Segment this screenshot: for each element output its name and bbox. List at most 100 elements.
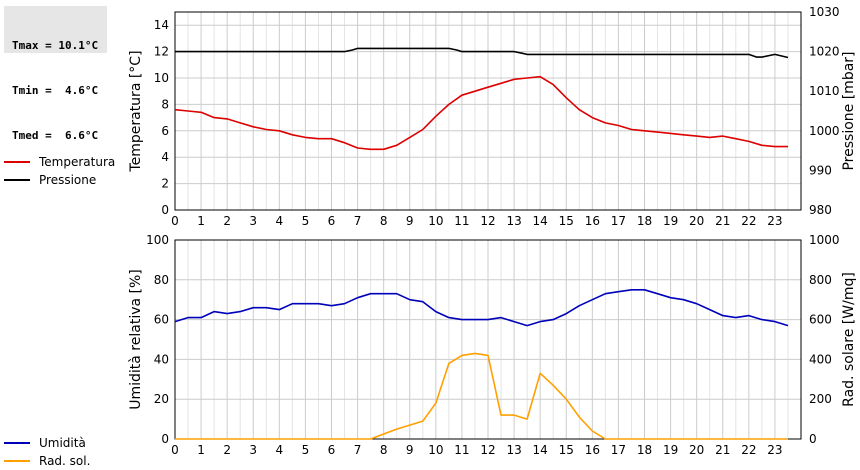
x-tick-label: 5 [302,443,310,457]
y2-tick-label: 1020 [809,45,840,59]
x-tick-label: 14 [533,443,548,457]
y2-axis-title: Pressione [mbar] [841,51,857,170]
stat-tmin: Tmin = 4.6°C [12,84,99,97]
legend-swatch [4,442,30,444]
x-tick-label: 17 [611,214,626,228]
x-tick-label: 15 [559,443,574,457]
x-tick-label: 3 [249,214,257,228]
x-tick-label: 5 [302,214,310,228]
x-tick-label: 9 [406,214,414,228]
x-tick-label: 18 [637,214,652,228]
x-tick-label: 22 [741,214,756,228]
y-tick-label: 60 [154,313,169,327]
legend-top: Temperatura Pressione [4,153,115,189]
y2-tick-label: 990 [809,163,832,177]
stat-value: 4.6°C [58,84,99,97]
legend-swatch [4,460,30,462]
stat-tmax: Tmax = 10.1°C [12,39,99,52]
stat-value: 10.1°C [58,39,99,52]
legend-item-umidita: Umidità [4,434,90,452]
y2-tick-label: 980 [809,203,832,217]
weather-charts: 0 1 2 3 4 5 6 7 8 9 10 11 12 13 14 15 16 17 18 19 20 21 22 2302… [128,5,857,457]
stat-value: 6.6°C [58,129,99,142]
legend-swatch [4,161,30,163]
x-tick-label: 8 [380,443,388,457]
y-axis-title: Temperatura [°C] [128,50,144,172]
stats-box: Tmax = 10.1°C Tmin = 4.6°C Tmed = 6.6°C [4,6,107,142]
y2-tick-label: 1030 [809,5,840,19]
legend-swatch [4,179,30,181]
y-tick-label: 80 [154,273,169,287]
legend-label: Temperatura [39,155,116,169]
x-tick-label: 1 [197,214,205,228]
stat-label: Tmed [12,129,39,142]
x-tick-label: 21 [715,443,730,457]
x-tick-label: 7 [354,443,362,457]
x-tick-label: 16 [585,214,600,228]
x-tick-label: 1 [197,443,205,457]
y2-axis-title: Rad. solare [W/mq] [841,272,857,407]
y-tick-label: 8 [161,97,169,111]
legend-label: Pressione [39,173,97,187]
x-tick-label: 0 [171,443,179,457]
x-tick-label: 2 [223,443,231,457]
legend-item-pressione: Pressione [4,171,115,189]
x-tick-label: 18 [637,443,652,457]
x-tick-label: 2 [223,214,231,228]
y-tick-label: 6 [161,124,169,138]
x-tick-label: 13 [506,443,521,457]
x-tick-label: 23 [767,214,782,228]
x-tick-label: 13 [506,214,521,228]
y-tick-label: 0 [161,203,169,217]
x-tick-label: 3 [249,443,257,457]
chart-panel-top: 0 1 2 3 4 5 6 7 8 9 10 11 12 13 14 15 16 17 18 19 20 21 22 2302… [128,5,857,228]
y2-tick-label: 0 [809,432,817,446]
y-tick-label: 12 [154,45,169,59]
y-axis-title: Umidità relativa [%] [128,269,144,410]
x-tick-label: 15 [559,214,574,228]
legend-item-temperatura: Temperatura [4,153,115,171]
x-tick-label: 8 [380,214,388,228]
y2-tick-label: 800 [809,273,832,287]
x-tick-label: 20 [689,443,704,457]
legend-label: Umidità [39,436,86,450]
y2-tick-label: 1000 [809,124,840,138]
y-tick-label: 100 [146,233,169,247]
x-tick-label: 11 [454,214,469,228]
x-tick-label: 4 [276,443,284,457]
y2-tick-label: 1010 [809,84,840,98]
x-tick-label: 23 [767,443,782,457]
x-tick-label: 9 [406,443,414,457]
x-tick-label: 10 [428,214,443,228]
y-tick-label: 10 [154,71,169,85]
y-tick-label: 0 [161,432,169,446]
y-tick-label: 40 [154,352,169,366]
x-tick-label: 19 [663,214,678,228]
y-tick-label: 20 [154,392,169,406]
series-line-temperatura [174,75,788,151]
stat-label: Tmin [12,84,39,97]
stat-label: Tmax [12,39,39,52]
series-line-pressione [175,47,789,59]
y-tick-label: 4 [161,150,169,164]
x-tick-label: 22 [741,443,756,457]
x-tick-label: 19 [663,443,678,457]
x-tick-label: 16 [585,443,600,457]
chart-panel-bottom: 0 1 2 3 4 5 6 7 8 9 10 11 12 13 14 15 16 17 18 19 20 21 22 2302… [128,233,857,457]
y-tick-label: 2 [161,177,169,191]
y2-tick-label: 400 [809,352,832,366]
x-tick-label: 21 [715,214,730,228]
x-tick-label: 7 [354,214,362,228]
y-tick-label: 14 [154,18,169,32]
x-tick-label: 20 [689,214,704,228]
x-tick-label: 12 [480,443,495,457]
x-tick-label: 6 [328,214,336,228]
x-tick-label: 6 [328,443,336,457]
x-tick-label: 14 [533,214,548,228]
plot-frame [174,11,802,211]
series-line-rad-sol [175,352,788,440]
plot-frame [174,239,802,440]
y2-tick-label: 600 [809,313,832,327]
x-tick-label: 10 [428,443,443,457]
x-tick-label: 11 [454,443,469,457]
